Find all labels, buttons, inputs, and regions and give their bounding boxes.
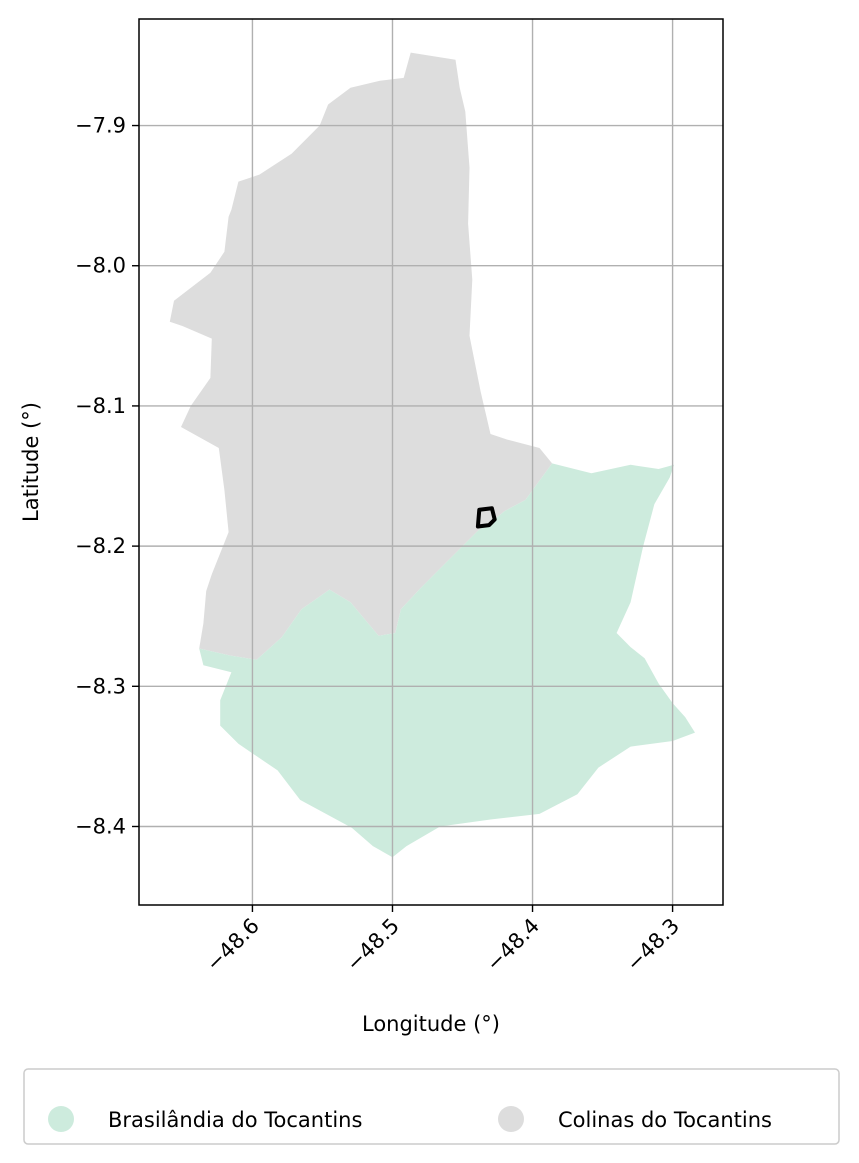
region-study-area-outline [475,506,497,529]
x-tick-label: −48.4 [482,914,544,976]
region-brasilandia-do-tocantins [199,463,695,858]
x-tick-label: −48.5 [342,914,404,976]
y-tick-label: −7.9 [75,114,126,138]
legend-label-brasilandia: Brasilândia do Tocantins [108,1108,362,1132]
regions [169,52,695,858]
plot-frame [138,18,724,906]
x-tick-label: −48.3 [622,914,684,976]
legend-box [23,1068,840,1145]
y-tick-label: −8.2 [75,534,126,558]
region-colinas-do-tocantins [169,52,553,660]
legend-marker-colinas [498,1106,524,1132]
legend-label-colinas: Colinas do Tocantins [558,1108,772,1132]
y-tick-label: −8.0 [75,254,126,278]
x-axis-label: Longitude (°) [362,1012,500,1036]
legend: Brasilândia do Tocantins Colinas do Toca… [23,1068,840,1145]
y-tick-label: −8.4 [75,814,126,838]
gridlines [139,19,723,905]
y-tick-label: −8.3 [75,674,126,698]
legend-marker-brasilandia [48,1106,74,1132]
x-tick-label: −48.6 [201,914,263,976]
y-axis-label: Latitude (°) [19,402,43,522]
y-tick-label: −8.1 [75,394,126,418]
